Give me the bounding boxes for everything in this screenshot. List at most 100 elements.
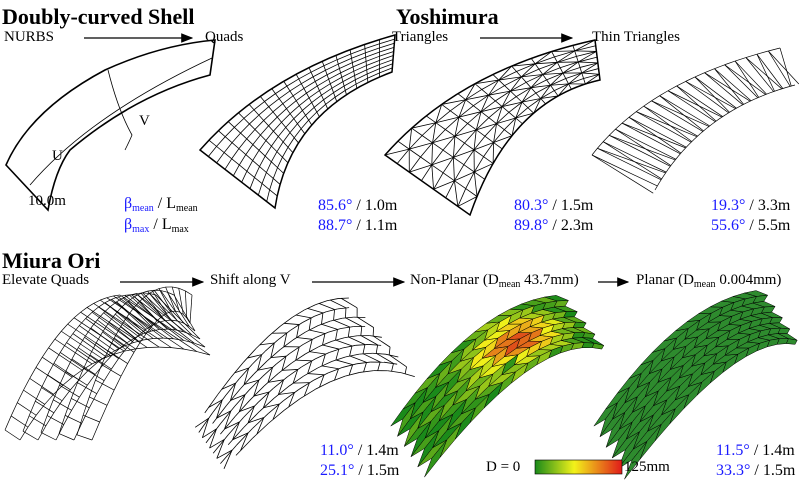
mesh-edge <box>268 125 274 132</box>
mesh-edge <box>501 90 511 107</box>
nonplanar-mesh <box>390 295 605 478</box>
mesh-facet <box>785 338 798 345</box>
strip-edge <box>175 310 180 313</box>
mesh-edge <box>285 127 291 133</box>
fold-edge <box>360 335 378 346</box>
strip-edge <box>70 382 78 399</box>
fold-edge <box>278 379 284 395</box>
mesh-edge <box>488 117 497 124</box>
mesh-edge <box>474 83 483 90</box>
mesh-edge <box>321 94 324 100</box>
strip-edge <box>86 303 94 308</box>
mesh-edge <box>495 100 503 107</box>
strip-edge <box>194 342 206 348</box>
pleat-edge <box>714 68 744 105</box>
fold-edge <box>372 352 386 355</box>
mesh-edge <box>568 72 583 85</box>
stats-quads: 85.6° / 1.0m 88.7° / 1.1m <box>318 197 398 234</box>
mesh-edge <box>409 164 432 173</box>
fold-edge <box>243 379 260 385</box>
strip-edge <box>91 306 99 313</box>
mesh-edge <box>432 142 444 151</box>
mesh-edge <box>311 102 315 108</box>
fold-edge <box>220 416 236 435</box>
strip-edge <box>93 303 160 348</box>
mesh-edge <box>238 148 247 155</box>
fold-edge <box>326 308 338 313</box>
mesh-edge <box>488 85 505 96</box>
fold-edge <box>289 344 304 354</box>
mesh-facet <box>591 342 605 350</box>
mesh-edge <box>521 87 532 103</box>
fold-edge <box>301 358 316 368</box>
mesh-edge <box>316 104 326 113</box>
mesh-edge <box>465 83 476 100</box>
strip-edge <box>64 398 72 416</box>
fold-edge <box>318 340 333 348</box>
mesh-edge <box>411 127 423 136</box>
fold-edge <box>388 354 407 368</box>
fold-edge <box>330 317 343 322</box>
strip-edge <box>103 368 112 381</box>
mesh-edge <box>469 196 478 216</box>
mesh-edge <box>493 123 497 143</box>
strip-edge <box>46 399 54 416</box>
mesh-edge <box>527 98 541 108</box>
mesh-edge <box>533 103 546 114</box>
mesh-edge <box>297 123 302 129</box>
mesh-edge <box>426 104 442 117</box>
mesh-edge <box>465 171 475 189</box>
mesh-edge <box>550 83 569 86</box>
strip-edge <box>48 347 83 371</box>
fold-edge <box>194 417 209 428</box>
fold-edge <box>333 319 350 328</box>
mesh-edge <box>379 38 395 45</box>
mesh-edge <box>542 67 561 75</box>
mesh-edge <box>224 158 233 170</box>
pleat-edge <box>786 84 796 88</box>
fold-edge <box>243 401 259 418</box>
strip-edge <box>147 290 172 321</box>
mesh-edge <box>366 68 380 75</box>
pleat-edge <box>734 57 746 62</box>
mesh-edge <box>510 90 517 97</box>
mesh-edge <box>200 139 210 151</box>
fold-edge <box>209 439 225 449</box>
pleat-edge <box>761 92 771 97</box>
mesh-edge <box>271 145 278 152</box>
fold-edge <box>253 360 268 375</box>
mesh-edge <box>282 132 291 143</box>
mesh-edge <box>275 85 288 94</box>
strip-edge <box>60 323 68 332</box>
mesh-edge <box>488 94 496 102</box>
fold-edge <box>292 369 299 384</box>
pleat-edge <box>734 60 759 98</box>
strip-edge <box>94 364 104 375</box>
pleat-edge <box>745 57 774 92</box>
fold-edge <box>375 344 379 354</box>
mesh-edge <box>243 109 255 119</box>
dimension-label: 10.0m <box>28 193 66 209</box>
mesh-edge <box>305 106 315 116</box>
mesh-edge <box>298 105 303 111</box>
strip-edge <box>114 337 135 353</box>
strip-edge <box>101 350 109 365</box>
mesh-edge <box>442 172 455 182</box>
fold-edge <box>363 362 367 372</box>
strip-edge <box>41 347 49 358</box>
fold-edge <box>290 322 303 331</box>
fold-edge <box>355 344 369 346</box>
strip-edge <box>147 289 155 292</box>
pleat-edge <box>754 95 763 100</box>
mesh-edge <box>328 72 341 80</box>
pleat-edge <box>663 169 669 177</box>
fold-edge <box>249 385 265 401</box>
mesh-edge <box>295 92 307 102</box>
mesh-edge <box>328 79 331 84</box>
fold-edge <box>295 314 312 319</box>
mesh-edge <box>352 60 367 68</box>
mesh-edge <box>445 129 456 137</box>
fold-edge <box>368 344 382 346</box>
mesh-edge <box>598 68 600 75</box>
mesh-edge <box>521 76 527 83</box>
